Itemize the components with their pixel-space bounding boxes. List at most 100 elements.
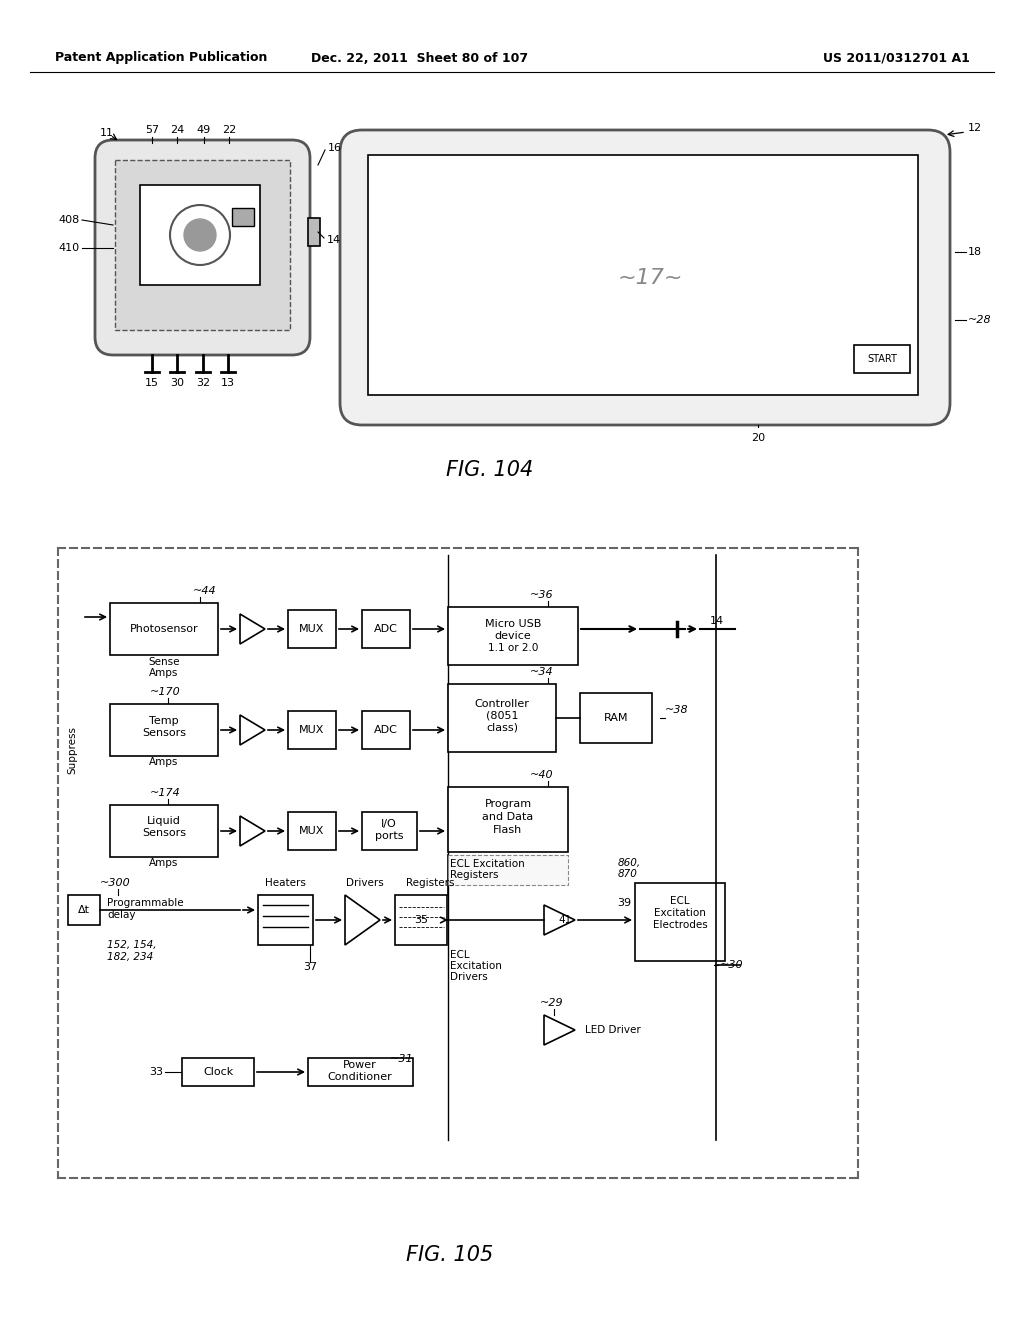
Bar xyxy=(854,345,910,374)
Bar xyxy=(115,160,290,330)
Bar xyxy=(232,209,254,226)
Text: 33: 33 xyxy=(150,1067,163,1077)
Text: 37: 37 xyxy=(303,962,317,972)
Text: Controller: Controller xyxy=(474,700,529,709)
Bar xyxy=(368,154,918,395)
Bar xyxy=(635,883,725,961)
Text: device: device xyxy=(495,631,531,642)
Text: Program: Program xyxy=(484,799,531,809)
Bar xyxy=(449,607,578,665)
Text: ECL: ECL xyxy=(450,950,470,960)
Text: LED Driver: LED Driver xyxy=(585,1026,641,1035)
Text: ~31: ~31 xyxy=(390,1053,414,1064)
Text: ~17~: ~17~ xyxy=(617,268,683,288)
Polygon shape xyxy=(240,715,265,744)
Text: 35: 35 xyxy=(414,915,428,925)
Text: Registers: Registers xyxy=(406,878,455,888)
Text: 13: 13 xyxy=(221,378,234,388)
Text: ECL: ECL xyxy=(670,896,690,906)
Text: 14: 14 xyxy=(710,616,724,626)
Bar xyxy=(362,812,417,850)
Text: Liquid: Liquid xyxy=(147,816,181,826)
Text: ADC: ADC xyxy=(374,624,398,634)
Text: ~44: ~44 xyxy=(193,586,217,597)
Text: 182, 234: 182, 234 xyxy=(106,952,154,962)
Text: 16: 16 xyxy=(328,143,342,153)
Text: 18: 18 xyxy=(968,247,982,257)
Bar xyxy=(68,895,100,925)
Bar xyxy=(449,855,568,884)
Text: ~30: ~30 xyxy=(720,960,743,970)
Text: ECL Excitation: ECL Excitation xyxy=(450,859,524,869)
Text: 32: 32 xyxy=(196,378,210,388)
Bar xyxy=(362,711,410,748)
Text: Heaters: Heaters xyxy=(264,878,305,888)
Text: 11: 11 xyxy=(100,128,114,139)
Text: MUX: MUX xyxy=(299,826,325,836)
Bar xyxy=(258,895,313,945)
Bar xyxy=(182,1059,254,1086)
Bar xyxy=(362,610,410,648)
Text: Clock: Clock xyxy=(203,1067,233,1077)
Text: and Data: and Data xyxy=(482,812,534,822)
Text: Suppress: Suppress xyxy=(67,726,77,774)
Text: ~174: ~174 xyxy=(150,788,181,799)
Text: ~170: ~170 xyxy=(150,686,181,697)
Text: Power: Power xyxy=(343,1060,377,1071)
Text: Flash: Flash xyxy=(494,825,522,836)
Text: 24: 24 xyxy=(170,125,184,135)
Text: ~36: ~36 xyxy=(530,590,554,601)
Circle shape xyxy=(184,219,216,251)
Text: START: START xyxy=(867,354,897,364)
Polygon shape xyxy=(240,816,265,846)
Bar xyxy=(110,704,218,756)
Polygon shape xyxy=(345,895,380,945)
Bar xyxy=(580,693,652,743)
Text: 39: 39 xyxy=(617,898,631,908)
Text: Sense: Sense xyxy=(148,657,180,667)
Text: 57: 57 xyxy=(145,125,159,135)
Text: Patent Application Publication: Patent Application Publication xyxy=(55,51,267,65)
Bar xyxy=(110,603,218,655)
Text: US 2011/0312701 A1: US 2011/0312701 A1 xyxy=(823,51,970,65)
Text: 860,: 860, xyxy=(618,858,641,869)
Text: ~29: ~29 xyxy=(540,998,563,1008)
Bar xyxy=(308,218,319,246)
FancyBboxPatch shape xyxy=(340,129,950,425)
Text: Δt: Δt xyxy=(78,906,90,915)
Text: RAM: RAM xyxy=(604,713,629,723)
Text: 152, 154,: 152, 154, xyxy=(106,940,157,950)
Text: Registers: Registers xyxy=(450,870,499,880)
FancyBboxPatch shape xyxy=(95,140,310,355)
Text: Amps: Amps xyxy=(150,756,178,767)
Text: ~300: ~300 xyxy=(100,878,131,888)
Bar xyxy=(308,1059,413,1086)
Bar xyxy=(110,805,218,857)
Text: Drivers: Drivers xyxy=(450,972,487,982)
Bar xyxy=(140,185,260,285)
Polygon shape xyxy=(544,906,575,935)
Text: Photosensor: Photosensor xyxy=(130,624,199,634)
Text: 870: 870 xyxy=(618,869,638,879)
Text: Drivers: Drivers xyxy=(346,878,384,888)
Text: 15: 15 xyxy=(145,378,159,388)
Text: Sensors: Sensors xyxy=(142,828,186,838)
Text: class): class) xyxy=(486,723,518,733)
Bar xyxy=(395,895,447,945)
Text: Conditioner: Conditioner xyxy=(328,1072,392,1082)
Text: ~34: ~34 xyxy=(530,667,554,677)
Text: MUX: MUX xyxy=(299,624,325,634)
Text: 22: 22 xyxy=(222,125,237,135)
Text: Amps: Amps xyxy=(150,858,178,869)
Text: 41: 41 xyxy=(558,915,571,925)
Bar xyxy=(449,787,568,851)
Text: 408: 408 xyxy=(58,215,80,224)
Text: (8051: (8051 xyxy=(485,711,518,721)
Bar xyxy=(288,812,336,850)
Text: ports: ports xyxy=(375,832,403,841)
Bar xyxy=(288,711,336,748)
Text: FIG. 104: FIG. 104 xyxy=(446,459,534,480)
Text: Excitation: Excitation xyxy=(450,961,502,972)
Polygon shape xyxy=(240,614,265,644)
Text: 14: 14 xyxy=(327,235,341,246)
